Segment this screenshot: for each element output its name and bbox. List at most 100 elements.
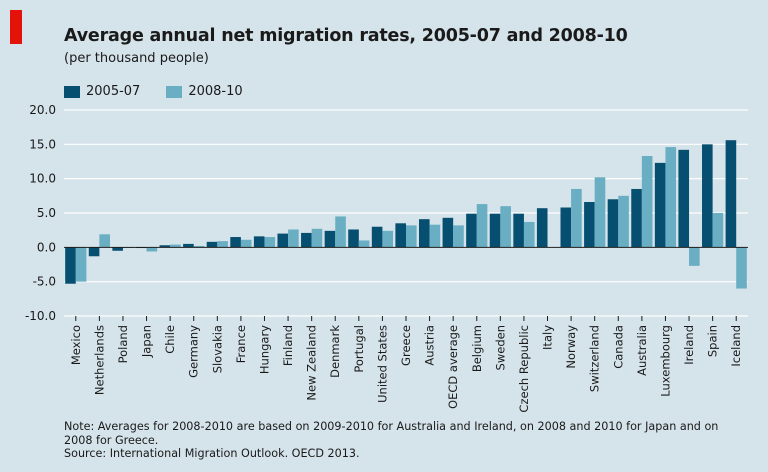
y-tick-label: -10.0 <box>25 309 56 323</box>
bar-series-1 <box>324 230 336 248</box>
legend-item-series-1: 2005-07 <box>64 84 140 99</box>
x-tick-label: Ireland <box>682 325 696 365</box>
bar-series-2 <box>689 247 700 266</box>
bar-series-1 <box>65 247 76 284</box>
x-tick-label: Slovakia <box>210 325 224 373</box>
x-tick-label: Poland <box>116 325 130 363</box>
bar-series-2 <box>476 204 488 248</box>
x-tick-label: Spain <box>706 325 720 357</box>
x-tick-label: Sweden <box>493 325 507 370</box>
x-tick-label: Austria <box>423 325 437 366</box>
note-line-2: 2008 for Greece. <box>64 433 159 447</box>
bar-series-1 <box>466 213 477 248</box>
bar-series-1 <box>395 223 406 248</box>
bar-series-2 <box>240 239 252 248</box>
legend: 2005-07 2008-10 <box>64 84 269 99</box>
bar-series-1 <box>348 229 359 248</box>
y-tick-label: -5.0 <box>33 275 56 289</box>
legend-label-series-2: 2008-10 <box>188 84 243 99</box>
y-tick-label: 10.0 <box>29 172 56 186</box>
y-tick-label: 15.0 <box>29 137 56 151</box>
bar-series-1 <box>560 207 572 248</box>
y-tick-label: 0.0 <box>37 240 56 254</box>
bar-series-1 <box>183 243 194 248</box>
bar-series-1 <box>702 144 713 248</box>
bar-series-1 <box>230 237 241 248</box>
bar-series-2 <box>406 225 417 248</box>
bar-series-2 <box>523 221 535 248</box>
bar-series-1 <box>112 247 123 251</box>
bar-series-1 <box>371 226 383 248</box>
x-tick-label: Japan <box>140 325 154 358</box>
bar-series-2 <box>146 247 158 252</box>
bar-series-2 <box>358 240 370 248</box>
bar-chart: 20.0 15.0 10.0 5.0 0.0 -5.0 -10.0 Mexico Netherl… <box>25 103 748 413</box>
bar-series-2 <box>75 247 87 282</box>
y-tick-label: 5.0 <box>37 206 56 220</box>
bar-series-1 <box>206 241 218 248</box>
x-tick-label: United States <box>375 325 389 403</box>
x-tick-label: Finland <box>281 325 295 366</box>
y-tick-label: 20.0 <box>29 103 56 117</box>
bar-series-1 <box>159 245 171 248</box>
x-tick-label: Czech Republic <box>517 325 531 413</box>
bar-series-2 <box>99 234 110 248</box>
bar-series-1 <box>725 140 737 248</box>
legend-swatch-series-1 <box>64 85 80 98</box>
x-tick-label: Denmark <box>328 325 342 378</box>
x-tick-label: Portugal <box>352 325 366 373</box>
bar-series-2 <box>382 230 394 248</box>
x-tick-label: Chile <box>163 325 177 354</box>
bar-series-2 <box>193 245 205 248</box>
x-tick-label: Netherlands <box>92 325 106 395</box>
bar-series-2 <box>712 213 724 248</box>
bar-series-1 <box>253 236 265 248</box>
bar-series-2 <box>335 216 346 248</box>
bar-series-2 <box>453 225 464 248</box>
bar-series-1 <box>607 199 619 248</box>
bar-series-1 <box>513 213 524 248</box>
x-tick-label: Greece <box>399 325 413 366</box>
x-tick-label: Australia <box>635 325 649 376</box>
bar-series-2 <box>641 156 653 248</box>
x-tick-label: Iceland <box>729 325 743 367</box>
x-tick-label: Canada <box>611 325 625 369</box>
bar-series-1 <box>654 162 666 248</box>
bar-series-1 <box>536 208 548 248</box>
chart-title: Average annual net migration rates, 2005… <box>64 26 628 46</box>
bar-series-2 <box>264 237 276 248</box>
x-tick-label: Mexico <box>69 325 83 365</box>
x-tick-label: Luxembourg <box>658 325 672 397</box>
bar-series-1 <box>631 188 642 248</box>
chart-subtitle: (per thousand people) <box>64 51 209 66</box>
x-tick-label: Belgium <box>470 325 484 372</box>
x-tick-label: Hungary <box>257 325 271 374</box>
bar-series-2 <box>500 206 511 248</box>
legend-label-series-1: 2005-07 <box>86 84 141 99</box>
bar-series-1 <box>418 219 430 248</box>
bar-series-2 <box>288 229 299 248</box>
x-tick-label: OECD average <box>446 325 460 409</box>
bar-series-2 <box>618 195 629 248</box>
bar-series-2 <box>217 241 228 248</box>
legend-item-series-2: 2008-10 <box>166 84 243 99</box>
bar-series-1 <box>442 217 454 248</box>
bar-series-1 <box>88 247 100 257</box>
bar-series-2 <box>170 244 181 248</box>
bar-series-1 <box>277 233 289 248</box>
brand-tag <box>10 10 22 44</box>
x-tick-label: France <box>234 325 248 363</box>
x-tick-label: Switzerland <box>588 325 602 392</box>
x-tick-label: Germany <box>187 325 201 378</box>
bar-series-2 <box>311 228 323 248</box>
source-line: Source: International Migration Outlook.… <box>64 447 360 460</box>
x-tick-label: Italy <box>541 325 555 350</box>
legend-swatch-series-2 <box>166 85 183 98</box>
bar-series-1 <box>489 213 501 248</box>
chart-note: Note: Averages for 2008-2010 are based o… <box>64 420 754 461</box>
bar-series-2 <box>429 224 441 248</box>
x-tick-label: Norway <box>564 325 578 369</box>
bar-series-2 <box>736 247 747 289</box>
bar-series-2 <box>571 188 582 248</box>
